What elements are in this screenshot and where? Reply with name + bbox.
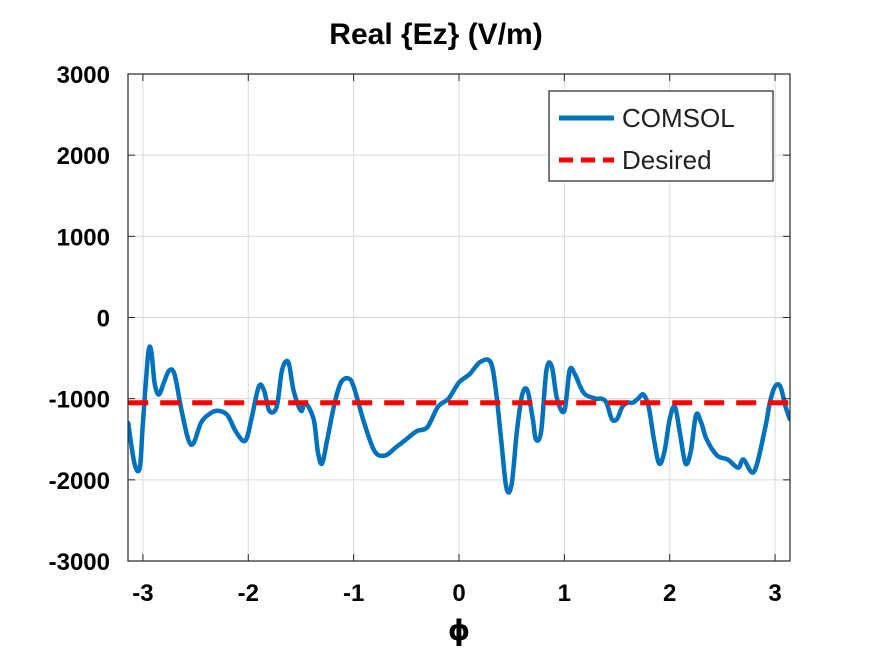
x-tick-label: -1 xyxy=(343,580,364,607)
y-tick-label: -2000 xyxy=(49,468,110,495)
x-axis-ticks: -3 -2 -1 0 1 2 3 xyxy=(132,74,782,607)
chart-title: Real {Ez} (V/m) xyxy=(329,18,542,51)
x-axis-label: ϕ xyxy=(448,614,470,647)
legend-label-desired: Desired xyxy=(622,145,712,175)
legend-box xyxy=(548,90,774,182)
plot-area xyxy=(128,344,790,495)
y-tick-label: -1000 xyxy=(49,387,110,414)
y-tick-label: 2000 xyxy=(57,143,110,170)
y-tick-label: 0 xyxy=(97,306,110,333)
series-comsol-line xyxy=(128,344,790,495)
legend: COMSOL Desired xyxy=(548,90,774,182)
x-tick-label: -3 xyxy=(132,580,153,607)
legend-label-comsol: COMSOL xyxy=(622,103,735,133)
x-tick-label: 2 xyxy=(663,580,676,607)
y-axis-ticks: 3000 2000 1000 0 -1000 -2000 -3000 xyxy=(49,62,790,576)
x-tick-label: 3 xyxy=(768,580,781,607)
y-tick-label: 3000 xyxy=(57,62,110,89)
x-tick-label: 1 xyxy=(558,580,571,607)
y-tick-label: 1000 xyxy=(57,224,110,251)
x-tick-label: 0 xyxy=(452,580,465,607)
y-tick-label: -3000 xyxy=(49,549,110,576)
x-tick-label: -2 xyxy=(238,580,259,607)
